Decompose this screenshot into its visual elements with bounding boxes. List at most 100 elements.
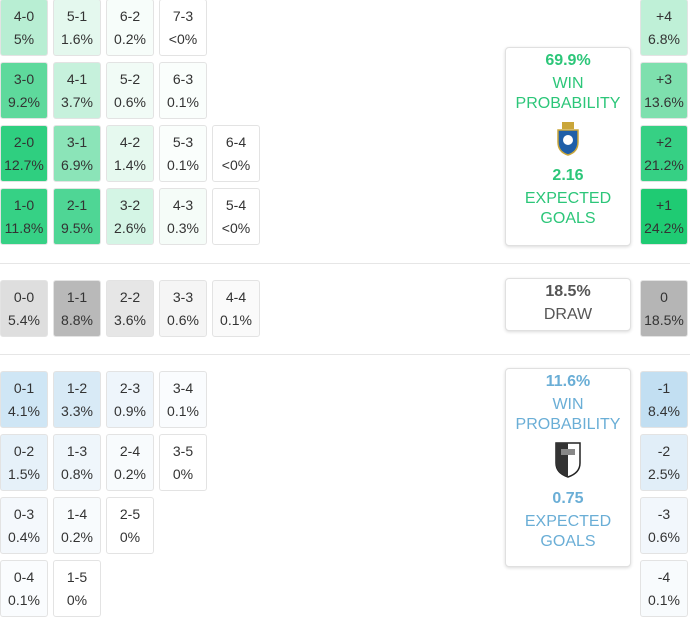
score-label: 0-3 — [13, 505, 35, 522]
score-cell: -1 8.4% — [640, 371, 688, 428]
score-probability: 1.5% — [8, 465, 40, 482]
home-logo — [557, 122, 579, 156]
score-label: -2 — [657, 442, 671, 459]
draw-probability: 18.5% — [545, 283, 591, 300]
score-cell: 6-2 0.2% — [106, 0, 154, 56]
score-probability: 0.1% — [220, 311, 252, 328]
draw-label: DRAW — [543, 306, 593, 323]
score-cell: +1 24.2% — [640, 188, 688, 245]
score-cell: 0-2 1.5% — [0, 434, 48, 491]
score-label: -3 — [657, 505, 671, 522]
score-label: 2-3 — [119, 379, 141, 396]
score-cell: 1-5 0% — [53, 560, 101, 617]
away-expected-goals: 0.75 — [552, 490, 584, 507]
score-probability: 0.1% — [8, 591, 40, 608]
score-label: 3-2 — [119, 196, 141, 213]
home-card: 69.9% WIN PROBABILITY 2.16 EXPECTED GOAL… — [505, 47, 631, 246]
score-label: 0 — [660, 288, 668, 305]
score-label: +2 — [656, 133, 672, 150]
score-label: 3-5 — [172, 442, 194, 459]
score-label: 5-3 — [172, 133, 194, 150]
home-win-probability: 69.9% — [545, 52, 591, 69]
score-cell: 3-2 2.6% — [106, 188, 154, 245]
score-cell: +3 13.6% — [640, 62, 688, 119]
score-probability: 9.2% — [8, 93, 40, 110]
home-xg-label: EXPECTED GOALS — [524, 190, 612, 227]
score-probability: 0.4% — [8, 528, 40, 545]
score-probability: 2.5% — [648, 465, 680, 482]
score-probability: 9.5% — [61, 219, 93, 236]
score-label: 3-3 — [172, 288, 194, 305]
score-label: 6-4 — [225, 133, 247, 150]
divider — [0, 263, 690, 264]
score-cell: 3-4 0.1% — [159, 371, 207, 428]
score-probability: 0% — [119, 528, 141, 545]
score-cell: 6-3 0.1% — [159, 62, 207, 119]
score-probability: 24.2% — [644, 219, 684, 236]
score-label: 4-3 — [172, 196, 194, 213]
score-probability: 0.6% — [648, 528, 680, 545]
score-probability: 12.7% — [4, 156, 44, 173]
score-cell: 5-2 0.6% — [106, 62, 154, 119]
score-probability: 21.2% — [644, 156, 684, 173]
score-probability: 8.8% — [61, 311, 93, 328]
score-probability: 0.6% — [114, 93, 146, 110]
score-label: 1-0 — [13, 196, 35, 213]
score-probability: 0% — [66, 591, 88, 608]
home-win-label: WIN PROBABILITY — [515, 75, 621, 112]
score-cell: 0 18.5% — [640, 280, 688, 337]
away-win-label: WIN PROBABILITY — [515, 396, 621, 433]
score-cell: 1-2 3.3% — [53, 371, 101, 428]
score-probability: 0.1% — [167, 93, 199, 110]
score-cell: +2 21.2% — [640, 125, 688, 182]
score-label: 4-1 — [66, 70, 88, 87]
score-cell: 1-1 8.8% — [53, 280, 101, 337]
score-probability: 11.8% — [4, 219, 44, 236]
score-label: 1-3 — [66, 442, 88, 459]
score-label: -4 — [657, 568, 671, 585]
score-label: 5-4 — [225, 196, 247, 213]
score-probability: <0% — [168, 30, 198, 47]
score-cell: 2-1 9.5% — [53, 188, 101, 245]
score-cell: 0-4 0.1% — [0, 560, 48, 617]
score-cell: 5-1 1.6% — [53, 0, 101, 56]
score-label: 0-1 — [13, 379, 35, 396]
score-probability: 0.9% — [114, 402, 146, 419]
score-probability: 0.2% — [61, 528, 93, 545]
score-label: 2-4 — [119, 442, 141, 459]
divider — [0, 354, 690, 355]
score-cell: 3-0 9.2% — [0, 62, 48, 119]
score-cell: -2 2.5% — [640, 434, 688, 491]
score-probability: 4.1% — [8, 402, 40, 419]
draw-card: 18.5% DRAW — [505, 278, 631, 331]
score-cell: -4 0.1% — [640, 560, 688, 617]
score-probability: 0% — [172, 465, 194, 482]
score-probability: 13.6% — [644, 93, 684, 110]
score-label: +1 — [656, 196, 672, 213]
score-cell: +4 6.8% — [640, 0, 688, 56]
score-cell: 4-1 3.7% — [53, 62, 101, 119]
score-label: 0-2 — [13, 442, 35, 459]
score-label: +4 — [656, 7, 672, 24]
score-label: 4-2 — [119, 133, 141, 150]
score-cell: 1-0 11.8% — [0, 188, 48, 245]
score-probability: 3.3% — [61, 402, 93, 419]
score-label: 2-1 — [66, 196, 88, 213]
score-cell: 1-4 0.2% — [53, 497, 101, 554]
score-label: 6-3 — [172, 70, 194, 87]
away-card: 11.6% WIN PROBABILITY 0.75 EXPECTED GOAL… — [505, 368, 631, 567]
score-probability: 0.1% — [167, 156, 199, 173]
score-cell: 4-4 0.1% — [212, 280, 260, 337]
score-probability: 0.1% — [648, 591, 680, 608]
score-cell: 0-3 0.4% — [0, 497, 48, 554]
score-label: 4-4 — [225, 288, 247, 305]
score-cell: 0-0 5.4% — [0, 280, 48, 337]
score-probability: 1.6% — [61, 30, 93, 47]
away-win-probability: 11.6% — [545, 373, 591, 390]
home-expected-goals: 2.16 — [552, 167, 584, 184]
score-cell: 2-2 3.6% — [106, 280, 154, 337]
score-cell: 3-3 0.6% — [159, 280, 207, 337]
score-label: 3-1 — [66, 133, 88, 150]
score-label: 1-4 — [66, 505, 88, 522]
score-cell: 6-4 <0% — [212, 125, 260, 182]
